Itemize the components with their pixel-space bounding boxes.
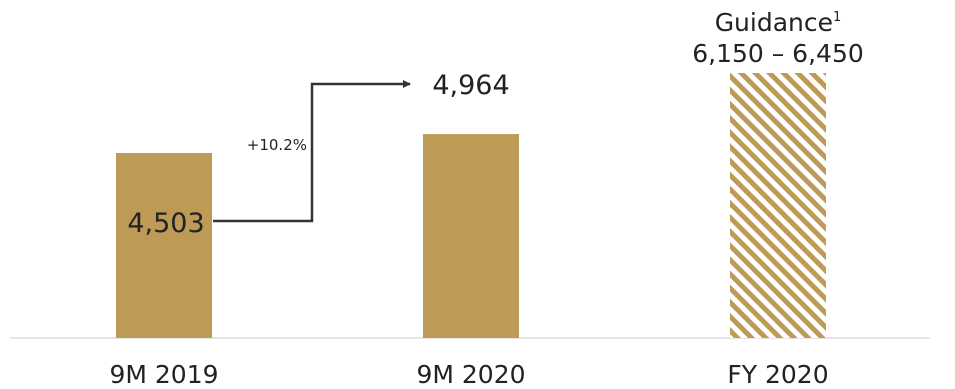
bar-9m-2020 [423,134,519,338]
value-label-9m-2019: 4,503 [127,208,204,239]
guidance-range-label: 6,150 – 6,450 [692,39,864,68]
value-label-9m-2020: 4,964 [432,70,509,101]
bar-fy-2020-guidance [730,73,826,338]
x-tick-label-9m-2020: 9M 2020 [416,360,525,389]
guidance-label: Guidance1 [715,8,842,37]
x-tick-label-9m-2019: 9M 2019 [109,360,218,389]
bar-9m-2019 [116,153,212,338]
growth-arrow [213,80,411,223]
guidance-footnote-marker: 1 [833,10,841,25]
x-tick-label-fy-2020: FY 2020 [727,360,828,389]
growth-annotation: +10.2% [247,136,307,154]
